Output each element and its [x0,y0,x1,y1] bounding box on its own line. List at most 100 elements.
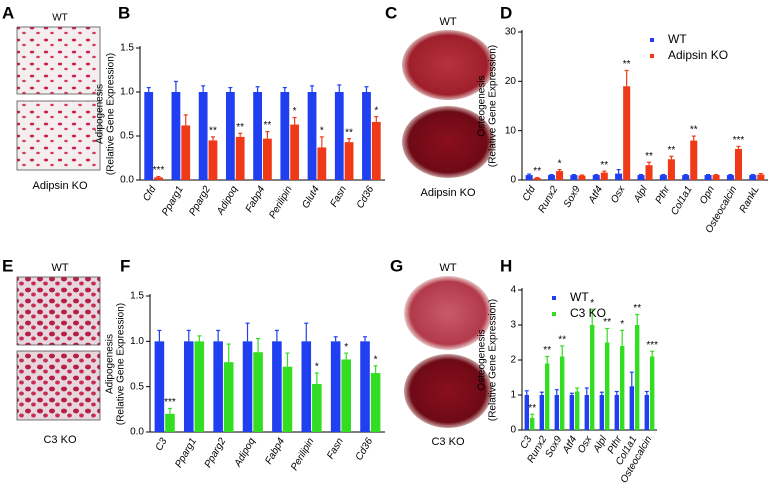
bar [645,165,653,180]
image-label: WT [52,13,68,24]
bar [734,148,743,180]
panel-letter: E [2,256,13,275]
bar [242,341,253,432]
micrograph [16,26,101,95]
bar [235,136,245,180]
bar [330,341,341,432]
panel-g-images [404,276,492,428]
bar [223,362,234,432]
panel-letter: C [385,3,397,22]
image-label: WT [439,16,456,28]
significance: ** [667,145,675,156]
y-axis-label: (Relative Gene Expression) [488,299,499,421]
x-tick-label: Osx [609,183,628,205]
x-tick-label: Adipoq [215,184,241,218]
y-tick-label: 0.0 [130,427,144,438]
bar [547,175,556,180]
y-tick-label: 0.5 [120,131,134,142]
bar [280,92,290,180]
bar [592,175,600,180]
bar [644,395,649,430]
bar [530,417,535,430]
image-label: C3 KO [43,434,76,446]
bar [749,175,757,180]
significance: *** [153,165,165,176]
panel-letter: G [390,256,403,275]
bar [524,395,529,430]
significance: * [344,342,348,353]
bar [635,325,640,430]
x-tick-label: Opn [698,184,717,206]
panel-letter: B [118,3,130,22]
x-tick-label: Atf4 [586,184,605,206]
x-tick-label: Sox9 [562,184,583,210]
dish [404,354,492,428]
x-tick-label: Pparg2 [203,436,229,470]
x-tick-label: Cfd [141,184,159,203]
x-tick-label: Perilipin [289,436,317,473]
x-tick-label: Fabp4 [244,184,268,214]
panel-letter: A [2,3,14,22]
bar [569,395,574,430]
y-tick-label: 2 [510,355,516,366]
bar [605,342,610,430]
significance: ** [600,160,608,171]
bar [623,86,631,180]
bar [371,121,381,180]
x-tick-label: Fasn [325,436,346,461]
y-tick-label: 0 [510,425,516,436]
bar [154,341,165,432]
significance: * [590,298,594,309]
significance: *** [646,340,658,351]
x-tick-label: Fasn [328,184,349,209]
bar [560,356,565,430]
significance: *** [733,135,745,146]
y-tick-label: 0 [510,175,516,186]
y-tick-label: 3 [510,320,516,331]
panel-letter: F [120,256,130,275]
bar [272,341,282,432]
bar [554,395,559,430]
y-axis-label: Osteogenesis [477,75,488,136]
x-tick-label: Col1a1 [669,184,694,217]
x-tick-label: Perilipin [267,184,295,221]
x-tick-label: Sox9 [543,434,564,460]
bar [533,178,541,180]
bar [208,140,218,180]
bar [667,159,675,180]
legend-label: C3 KO [570,306,606,320]
significance: ** [690,125,698,136]
bar [757,174,765,180]
bar [370,373,381,432]
image-label: WT [51,262,68,274]
y-tick-label: 30 [505,27,517,38]
panel-letter: H [500,256,512,275]
x-tick-label: Atf4 [560,434,579,456]
bar [712,175,720,180]
significance: ** [209,126,217,137]
bar [590,325,595,430]
bar [165,413,175,432]
y-tick-label: 4 [510,285,516,296]
image-label: Adipsin KO [420,187,475,199]
x-tick-label: Cfd [521,184,539,203]
bar [620,346,625,430]
bar [253,92,262,180]
bar [301,341,312,432]
y-axis-label: (Relative Gene Expression) [488,45,499,167]
bar [282,366,293,432]
bar [181,125,191,180]
y-tick-label: 20 [505,76,517,87]
bar [290,124,300,180]
x-tick-label: Osx [576,433,595,455]
significance: * [374,354,378,365]
legend-swatch [552,296,556,300]
bar [263,138,272,180]
y-axis-label: (Relative Gene Expression) [116,303,127,425]
legend-swatch [650,54,654,58]
x-tick-label: Pthr [654,184,673,206]
x-tick-label: Fabp4 [263,436,287,466]
significance: * [558,158,562,169]
x-tick-label: Adipoq [232,436,258,470]
bar [650,356,655,430]
